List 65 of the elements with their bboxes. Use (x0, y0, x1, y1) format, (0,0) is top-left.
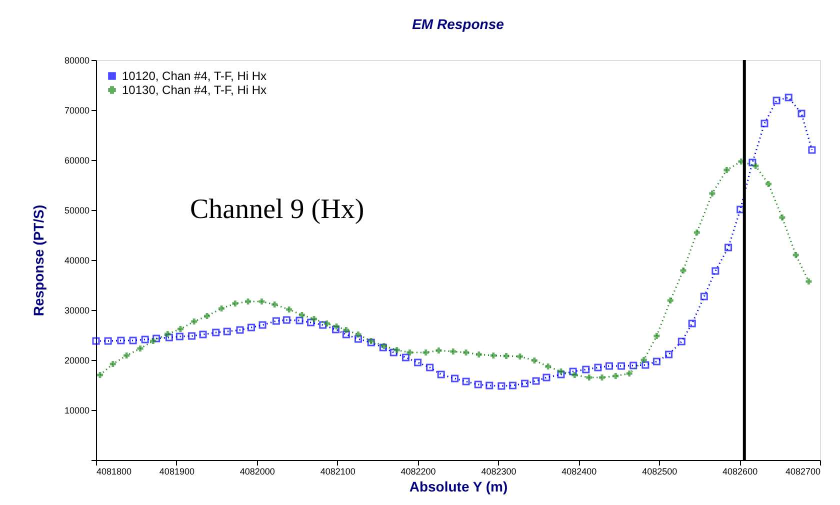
point (490, 352, 496, 358)
point (572, 372, 578, 378)
point (422, 350, 429, 356)
point (640, 357, 647, 363)
point (503, 353, 510, 359)
point (298, 312, 305, 318)
x-tick-label: 4081900 (159, 466, 194, 476)
point (164, 331, 171, 337)
y-tick-label: 30000 (64, 306, 90, 316)
point (476, 352, 482, 358)
point (272, 302, 278, 308)
y-tick-label: 10000 (64, 406, 90, 416)
point (654, 333, 660, 339)
point (792, 252, 799, 258)
point (368, 338, 374, 344)
point (286, 306, 292, 312)
y-axis-title: Response (PT/S) (30, 204, 46, 316)
x-tick-label: 4082700 (785, 466, 820, 476)
point (137, 346, 144, 352)
point (779, 214, 786, 220)
point (724, 167, 730, 173)
point (355, 332, 362, 338)
point (709, 190, 716, 196)
point (586, 374, 592, 380)
x-tick-label: 4082600 (722, 466, 758, 476)
point (694, 230, 700, 236)
point (450, 348, 456, 354)
x-tick-label: 4082100 (320, 466, 356, 476)
point (394, 347, 400, 353)
point (258, 298, 265, 304)
point (545, 364, 552, 370)
y-tick-label: 80000 (64, 56, 90, 66)
point (406, 350, 413, 356)
legend-label: 10120, Chan #4, T-F, Hi Hx (122, 69, 267, 83)
point (612, 373, 619, 379)
point (806, 278, 812, 284)
point (324, 320, 330, 326)
point (150, 338, 156, 344)
y-tick-label: 70000 (64, 106, 90, 116)
point (531, 358, 538, 364)
point (752, 163, 759, 169)
point (110, 361, 116, 367)
chart-title: EM Response (412, 16, 504, 32)
x-tick-label: 4082000 (240, 466, 275, 476)
point (516, 354, 523, 360)
y-tick-label: 50000 (64, 206, 90, 216)
x-tick-label: 4082200 (400, 466, 436, 476)
point (680, 268, 686, 274)
point (232, 300, 238, 306)
point (124, 352, 130, 358)
x-axis-title: Absolute Y (m) (409, 478, 508, 494)
point (667, 298, 674, 304)
point (626, 370, 632, 376)
x-tick-label: 4082500 (642, 466, 678, 476)
point (343, 327, 350, 333)
y-tick-label: 60000 (64, 156, 90, 166)
point (191, 318, 198, 324)
x-tick-label: 4082400 (562, 466, 597, 476)
y-tick-label: 20000 (64, 356, 90, 366)
point (436, 348, 442, 354)
legend-label: 10130, Chan #4, T-F, Hi Hx (122, 83, 267, 97)
y-tick-label: 40000 (64, 256, 90, 266)
x-tick-label: 4081800 (96, 466, 132, 476)
x-tick-label: 4082300 (481, 466, 516, 476)
annotation: Channel 9 (Hx) (190, 194, 364, 225)
